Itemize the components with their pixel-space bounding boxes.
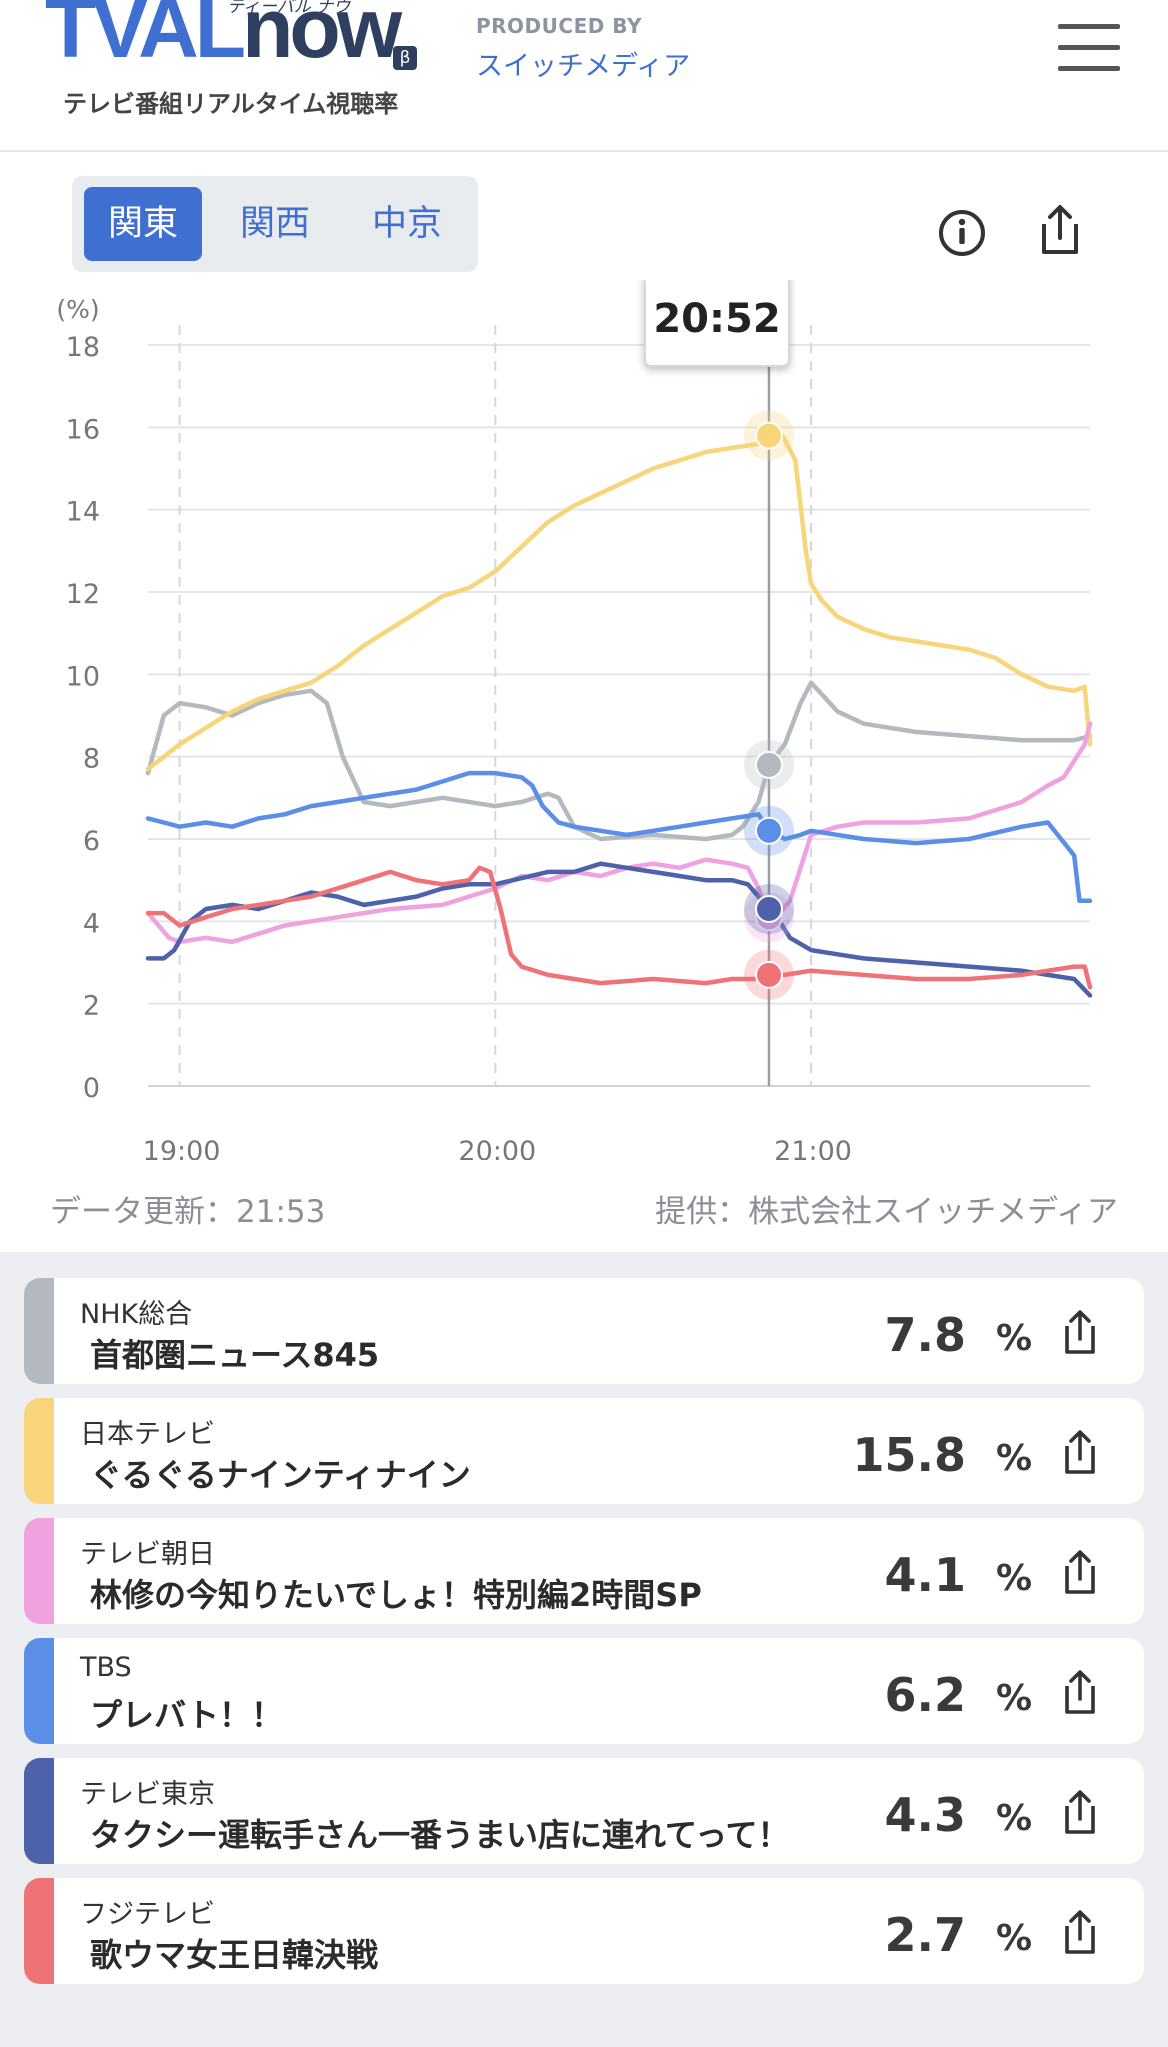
produced-by-label: PRODUCED BY <box>476 14 642 38</box>
program-title: プレバト！！ <box>90 1696 283 1734</box>
y-tick-label: 8 <box>83 744 100 775</box>
tab-chukyo[interactable]: 中京 <box>371 204 442 244</box>
station-name: 日本テレビ <box>80 1419 215 1450</box>
y-tick-label: 16 <box>66 414 100 445</box>
y-tick-label: 12 <box>66 579 100 610</box>
rating-value: 7.8 <box>884 1308 967 1362</box>
rating-unit: % <box>996 1798 1033 1839</box>
hamburger-menu-icon[interactable] <box>1058 24 1120 74</box>
tab-kansai[interactable]: 関西 <box>239 204 310 244</box>
marker-dot-tbs <box>754 816 783 845</box>
share-icon[interactable] <box>1054 1546 1106 1598</box>
y-tick-label: 6 <box>83 826 100 857</box>
program-row-cx[interactable]: フジテレビ歌ウマ女王日韓決戦 2.7% <box>24 1878 1144 1984</box>
y-tick-label: 2 <box>83 991 100 1022</box>
series-line-ex <box>145 721 1093 945</box>
y-axis-unit: (%) <box>56 295 99 324</box>
share-icon[interactable] <box>1054 1786 1106 1838</box>
station-name: テレビ朝日 <box>80 1539 215 1570</box>
y-tick-label: 18 <box>66 332 100 363</box>
station-color-bar <box>24 1878 54 1984</box>
rating-value: 2.7 <box>884 1908 967 1962</box>
program-title: ぐるぐるナインティナイン <box>90 1456 471 1494</box>
station-color-bar <box>24 1758 54 1864</box>
tooltip-time-text: 20:52 <box>653 296 780 342</box>
rating-value: 4.1 <box>884 1548 967 1602</box>
app-header: TVALnow ティーバル ナウ β テレビ番組リアルタイム視聴率 PRODUC… <box>0 0 1168 152</box>
program-row-ex[interactable]: テレビ朝日林修の今知りたいでしょ！特別編2時間SP 4.1% <box>24 1518 1144 1624</box>
rating-unit: % <box>996 1438 1033 1479</box>
rating-value: 6.2 <box>884 1668 967 1722</box>
producer-name[interactable]: スイッチメディア <box>476 51 691 82</box>
x-tick-label: 19:00 <box>143 1136 221 1160</box>
series-line-nhk <box>145 680 1093 842</box>
share-icon[interactable] <box>1054 1306 1106 1358</box>
station-name: フジテレビ <box>80 1899 215 1930</box>
x-tick-label: 20:00 <box>458 1136 536 1160</box>
series-line-tx <box>145 861 1093 998</box>
time-tooltip: 20:52 <box>644 280 790 367</box>
logo-kana-text: ティーバル ナウ <box>227 0 351 17</box>
series-line-ntv <box>145 429 1093 772</box>
region-tabs: 関東 関西 中京 <box>72 176 478 272</box>
data-updated-text: データ更新：21:53 <box>50 1194 326 1230</box>
tooltip-box <box>644 280 790 367</box>
program-row-ntv[interactable]: 日本テレビぐるぐるナインティナイン 15.8% <box>24 1398 1144 1504</box>
y-tick-label: 10 <box>66 661 100 692</box>
station-color-bar <box>24 1278 54 1384</box>
rating-unit: % <box>996 1678 1033 1719</box>
program-row-tbs[interactable]: TBS プレバト！！ 6.2% <box>24 1638 1144 1744</box>
rating-line-chart[interactable]: 0 2 4 6 8 10 12 14 16 18 (%) 19:00 20:00 21:00 20:52 <box>0 280 1168 1160</box>
station-color-bar <box>24 1638 54 1744</box>
y-tick-label: 0 <box>83 1073 100 1104</box>
producer-credit: PRODUCED BY スイッチメディア <box>476 14 690 83</box>
series-line-cx <box>145 865 1093 990</box>
tab-kanto[interactable]: 関東 <box>84 187 202 261</box>
logo-tv-text: TVAL <box>45 0 246 75</box>
rating-value: 4.3 <box>884 1788 967 1842</box>
marker-dot-tx <box>754 894 783 923</box>
share-icon[interactable] <box>1054 1666 1106 1718</box>
rating-value: 15.8 <box>852 1428 967 1482</box>
program-title: 林修の今知りたいでしょ！特別編2時間SP <box>90 1576 702 1614</box>
provider-text: 提供：株式会社スイッチメディア <box>655 1194 1118 1230</box>
station-color-bar <box>24 1518 54 1624</box>
beta-badge: β <box>393 46 417 70</box>
series-line-tbs <box>145 770 1093 904</box>
info-icon[interactable] <box>932 200 992 260</box>
program-title: 首都圏ニュース845 <box>90 1336 380 1374</box>
share-icon[interactable] <box>1054 1906 1106 1958</box>
program-list: NHK総合首都圏ニュース845 7.8% 日本テレビぐるぐるナインティナイン 15.8… <box>0 1252 1168 2047</box>
rating-unit: % <box>996 1558 1033 1599</box>
logo-now-text: now <box>242 0 402 75</box>
marker-dot-cx <box>754 960 783 989</box>
tvalnow-logo[interactable]: TVALnow ティーバル ナウ β テレビ番組リアルタイム視聴率 <box>45 0 425 120</box>
station-color-bar <box>24 1398 54 1504</box>
program-title: 歌ウマ女王日韓決戦 <box>90 1936 379 1974</box>
program-row-nhk[interactable]: NHK総合首都圏ニュース845 7.8% <box>24 1278 1144 1384</box>
rating-unit: % <box>996 1318 1033 1359</box>
program-title: タクシー運転手さん一番うまい店に連れてって！ <box>90 1816 790 1854</box>
share-icon[interactable] <box>1030 200 1090 260</box>
station-name: NHK総合 <box>80 1299 193 1330</box>
y-tick-label: 4 <box>83 908 100 939</box>
share-icon[interactable] <box>1054 1426 1106 1478</box>
marker-dot-ntv <box>754 421 783 450</box>
logo-tagline: テレビ番組リアルタイム視聴率 <box>63 90 399 118</box>
marker-dot-nhk <box>754 750 783 779</box>
station-name: テレビ東京 <box>80 1779 215 1810</box>
station-name: TBS <box>80 1652 132 1683</box>
rating-unit: % <box>996 1918 1033 1959</box>
y-tick-label: 14 <box>66 497 100 528</box>
program-row-tx[interactable]: テレビ東京タクシー運転手さん一番うまい店に連れてって！ 4.3% <box>24 1758 1144 1864</box>
x-tick-label: 21:00 <box>774 1136 852 1160</box>
